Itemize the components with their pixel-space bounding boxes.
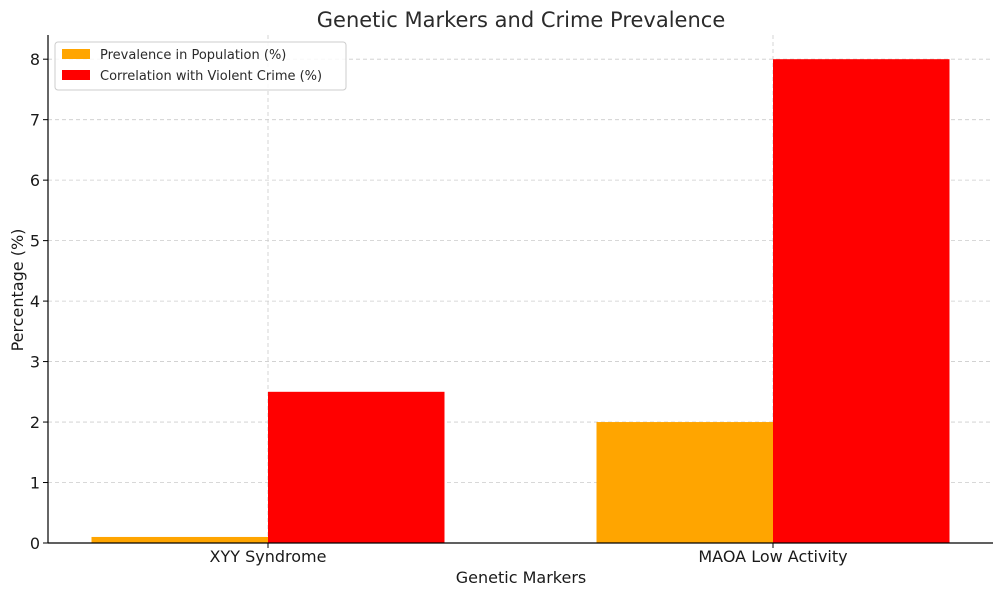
y-tick-label: 3 [30,353,40,372]
bar-prevalence [91,536,268,543]
y-tick-label: 0 [30,534,40,553]
bar-violent-crime [268,391,445,543]
bars-layer [91,59,950,543]
legend-label-violent-crime: Correlation with Violent Crime (%) [100,69,322,84]
y-tick-label: 8 [30,50,40,69]
ticks-layer: 0 1 2 3 4 5 6 7 8 XYY Syndrome MAOA Low Activity [30,50,848,566]
y-tick-label: 1 [30,474,40,493]
y-tick-label: 6 [30,171,40,190]
chart-title: Genetic Markers and Crime Prevalence [317,8,726,32]
bar-prevalence [596,422,773,543]
x-axis-title: Genetic Markers [456,568,586,587]
y-tick-label: 7 [30,111,40,130]
legend: Prevalence in Population (%) Correlation… [54,41,347,91]
y-tick-label: 4 [30,292,40,311]
y-axis-title: Percentage (%) [8,229,27,352]
legend-frame [54,41,347,91]
y-tick-label: 2 [30,413,40,432]
legend-swatch-prevalence [62,49,90,59]
bar-violent-crime [773,59,950,543]
legend-label-prevalence: Prevalence in Population (%) [100,48,286,63]
x-tick-label: MAOA Low Activity [698,547,847,566]
y-tick-label: 5 [30,232,40,251]
legend-swatch-violent-crime [62,70,90,80]
x-tick-label: XYY Syndrome [210,547,327,566]
